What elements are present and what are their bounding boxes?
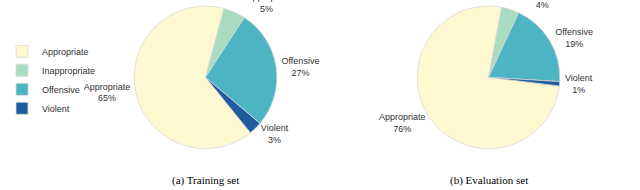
svg-text:Violent3%: Violent3% bbox=[261, 123, 289, 145]
svg-text:Violent1%: Violent1% bbox=[565, 73, 593, 95]
svg-text:Offensive27%: Offensive27% bbox=[282, 56, 320, 78]
svg-text:Inappropriate: Inappropriate bbox=[42, 66, 95, 76]
svg-text:Appropriate76%: Appropriate76% bbox=[379, 112, 426, 134]
svg-text:Appropriate65%: Appropriate65% bbox=[84, 82, 131, 104]
svg-text:Appropriate: Appropriate bbox=[42, 47, 89, 57]
svg-text:(b) Evaluation set: (b) Evaluation set bbox=[450, 174, 528, 187]
svg-text:Offensive19%: Offensive19% bbox=[555, 27, 593, 49]
svg-text:Inappropriate5%: Inappropriate5% bbox=[240, 0, 293, 14]
svg-text:Violent: Violent bbox=[42, 104, 70, 114]
svg-text:Offensive: Offensive bbox=[42, 85, 80, 95]
svg-text:Inappropriate4%: Inappropriate4% bbox=[516, 0, 569, 10]
svg-text:(a) Training set: (a) Training set bbox=[172, 174, 239, 187]
